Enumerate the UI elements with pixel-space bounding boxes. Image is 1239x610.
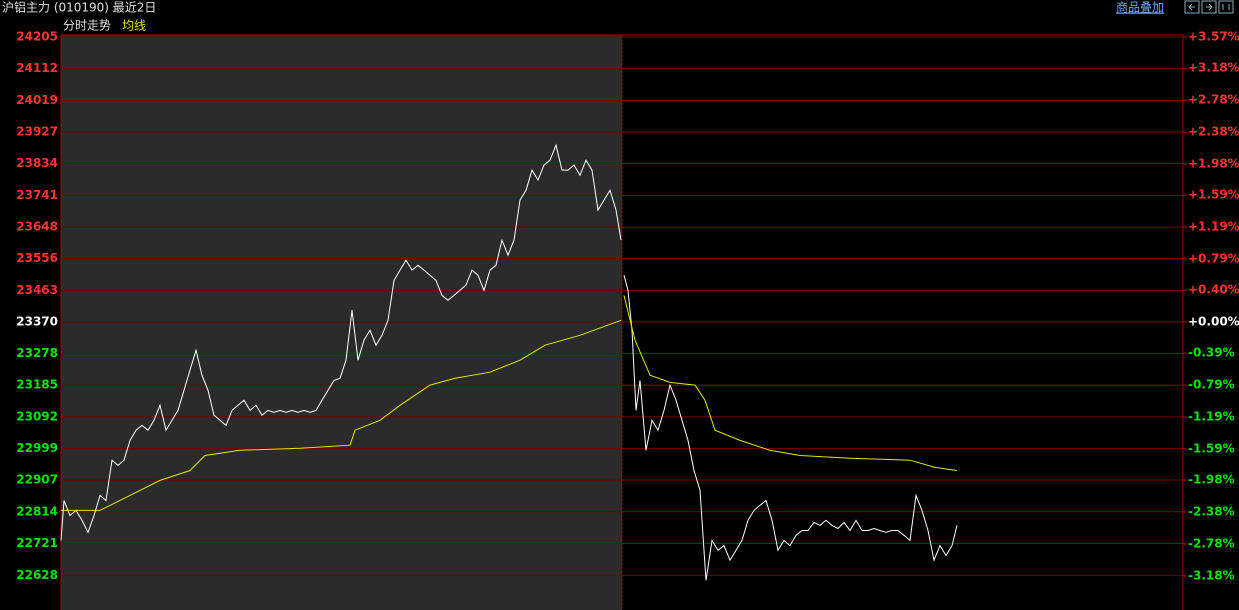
y-tick-label: 22999 — [16, 441, 58, 455]
header-title: 沪铝主力 (010190) 最近2日 — [2, 0, 156, 15]
y-tick-label: 23278 — [16, 346, 58, 360]
y-tick-label: 23741 — [16, 188, 58, 202]
y-tick-label: 22628 — [16, 568, 58, 582]
y-tick-label: 22814 — [16, 504, 58, 518]
y2-tick-label: -2.38% — [1188, 505, 1235, 519]
y2-tick-label: +3.18% — [1188, 61, 1239, 75]
y2-tick-label: -1.19% — [1188, 410, 1235, 424]
y-tick-label: 23648 — [16, 220, 58, 234]
y2-tick-label: -3.18% — [1188, 568, 1235, 582]
price-line — [60, 143, 958, 581]
y2-tick-label: +0.00% — [1188, 315, 1239, 329]
y2-tick-label: -2.78% — [1188, 536, 1235, 550]
nav-buttons[interactable] — [1184, 0, 1234, 14]
overlay-link[interactable]: 商品叠加 — [1116, 0, 1164, 15]
y-tick-label: 24205 — [16, 30, 58, 44]
y-tick-label: 24112 — [16, 61, 58, 75]
y2-tick-label: -0.79% — [1188, 378, 1235, 392]
y2-tick-label: -0.39% — [1188, 346, 1235, 360]
nav-button[interactable] — [1184, 0, 1200, 14]
nav-icons — [1188, 3, 1230, 11]
nav-button[interactable] — [1201, 0, 1217, 14]
y2-tick-label: +0.40% — [1188, 283, 1239, 297]
y2-tick-label: +3.57% — [1188, 30, 1239, 44]
y2-tick-label: +1.19% — [1188, 220, 1239, 234]
nav-button[interactable] — [1218, 0, 1234, 14]
y2-tick-label: +2.78% — [1188, 93, 1239, 107]
y2-tick-label: -1.98% — [1188, 473, 1235, 487]
y-tick-label: 22907 — [16, 473, 58, 487]
y-tick-label: 23463 — [16, 283, 58, 297]
y-tick-label: 22721 — [16, 536, 58, 550]
y2-tick-label: -1.59% — [1188, 441, 1235, 455]
legend-entry: 均线 — [122, 19, 146, 33]
plot-frame — [60, 34, 1184, 610]
y-tick-label: 23927 — [16, 124, 58, 138]
y-tick-label: 23834 — [16, 156, 58, 170]
average-line — [61, 295, 958, 511]
y-tick-label: 23370 — [16, 315, 58, 329]
y-tick-label: 24019 — [16, 93, 58, 107]
y2-tick-label: +2.38% — [1188, 125, 1239, 139]
y2-tick-label: +1.59% — [1188, 188, 1239, 202]
y2-tick-label: +1.98% — [1188, 156, 1239, 170]
y-tick-label: 23556 — [16, 251, 58, 265]
y-tick-label: 23185 — [16, 378, 58, 392]
y-tick-label: 23092 — [16, 409, 58, 423]
chart-label: 分时走势 — [63, 19, 111, 33]
y2-tick-label: +0.79% — [1188, 251, 1239, 265]
